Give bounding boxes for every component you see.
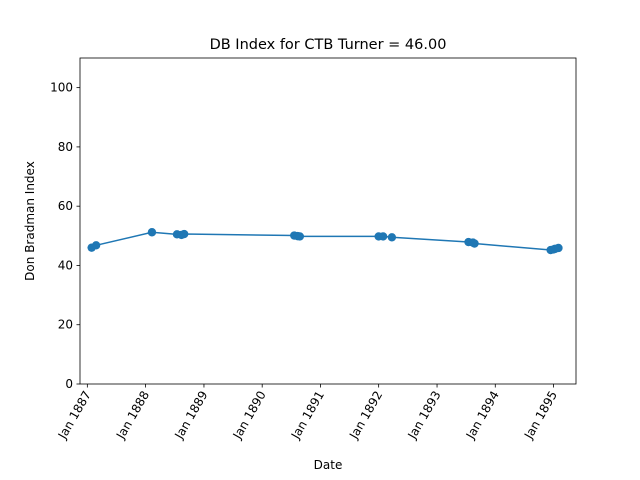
data-point <box>387 233 397 242</box>
y-tick-label: 60 <box>58 199 73 213</box>
data-point <box>554 243 563 253</box>
y-tick-label: 80 <box>58 140 73 154</box>
data-point <box>470 239 479 248</box>
y-tick-label: 0 <box>65 377 73 391</box>
data-point <box>378 232 388 241</box>
data-point <box>147 228 157 237</box>
chart-title: DB Index for CTB Turner = 46.00 <box>210 37 447 53</box>
axes-frame <box>79 57 577 385</box>
data-point <box>295 232 305 241</box>
y-tick-label: 40 <box>58 258 73 272</box>
y-tick-label: 100 <box>50 81 73 95</box>
x-axis-title: Date <box>314 458 343 472</box>
y-axis-title: Don Bradman Index <box>23 161 37 281</box>
y-tick-label: 20 <box>58 318 73 332</box>
data-point <box>91 241 101 250</box>
data-point <box>179 229 189 239</box>
